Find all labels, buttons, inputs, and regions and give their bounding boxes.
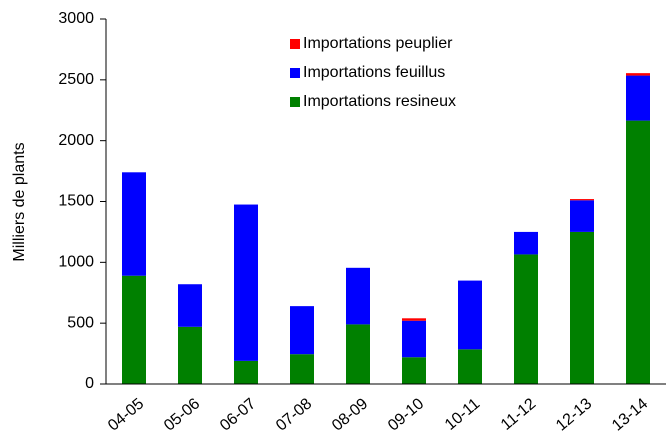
x-tick-label: 06-07 (217, 395, 259, 434)
bar-segment (514, 231, 538, 255)
bar-segment (178, 284, 202, 327)
bar-segment (234, 360, 258, 384)
bar-segment (290, 306, 314, 355)
x-tick-label: 05-06 (161, 395, 203, 434)
x-tick-label: 04-05 (105, 395, 147, 434)
bar-segment (458, 280, 482, 350)
legend-swatch (290, 97, 300, 107)
y-tick-label: 1000 (58, 254, 94, 271)
x-tick-label: 07-08 (273, 395, 315, 434)
bar-segment (234, 204, 258, 361)
y-tick-label: 2500 (58, 71, 94, 88)
legend-label: Importations feuillus (303, 64, 445, 81)
bar-segment (570, 231, 594, 384)
x-tick-label: 11-12 (498, 395, 539, 434)
bar-segment (346, 267, 370, 325)
x-tick-label: 08-09 (329, 395, 371, 434)
bar-segment (514, 254, 538, 384)
x-tick-label: 13-14 (609, 395, 651, 434)
bar-segment (626, 120, 650, 384)
y-tick-label: 3000 (58, 10, 94, 27)
legend-swatch (290, 39, 300, 49)
bar-segment (178, 326, 202, 384)
x-tick-label: 12-13 (553, 395, 595, 434)
bar-segment (122, 172, 146, 276)
legend-swatch (290, 68, 300, 78)
legend-label: Importations peuplier (303, 35, 453, 52)
y-axis-label: Milliers de plants (11, 142, 28, 261)
x-tick-label: 09-10 (385, 395, 427, 434)
bar-segment (402, 357, 426, 384)
bar-segment (122, 275, 146, 384)
bar-segment (346, 324, 370, 384)
bar-segment (626, 75, 650, 121)
bar-segment (570, 199, 594, 201)
y-tick-label: 2000 (58, 132, 94, 149)
bar-segment (402, 318, 426, 321)
bar-segment (402, 320, 426, 358)
y-tick-label: 1500 (58, 193, 94, 210)
y-tick-label: 500 (67, 314, 94, 331)
bar-segment (290, 354, 314, 384)
x-tick-label: 10-11 (442, 395, 483, 434)
bar-segment (626, 73, 650, 76)
bar-segment (570, 200, 594, 232)
legend-label: Importations resineux (303, 93, 456, 110)
bar-segment (458, 349, 482, 384)
y-tick-label: 0 (85, 375, 94, 392)
